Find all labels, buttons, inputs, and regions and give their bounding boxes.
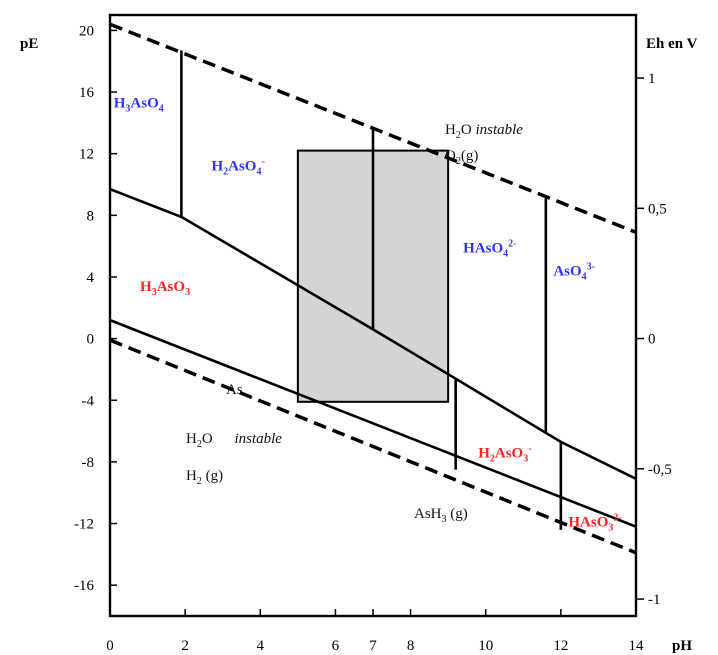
x-tick-label: 12 bbox=[553, 638, 568, 654]
y-tick-label: 0 bbox=[87, 332, 95, 348]
y-tick-label: 4 bbox=[87, 270, 95, 286]
y-tick-label: -12 bbox=[74, 517, 94, 533]
note-h2o-instable-bottom: H2O instable bbox=[186, 431, 282, 450]
note-o2-gas: O2(g) bbox=[445, 148, 478, 167]
x-axis-title: pH bbox=[672, 638, 692, 654]
x-tick-label: 7 bbox=[369, 638, 377, 654]
boundary-line-1 bbox=[109, 187, 637, 481]
x-tick-label: 0 bbox=[106, 638, 114, 654]
boundary-lines-layer bbox=[109, 22, 637, 555]
y-tick-label: -16 bbox=[74, 578, 94, 594]
y2-tick-label: -1 bbox=[648, 592, 661, 608]
x-tick-label: 10 bbox=[478, 638, 493, 654]
species-label-h3aso3: H3AsO3 bbox=[140, 279, 190, 298]
y2-tick-label: 0,5 bbox=[648, 201, 667, 217]
species-label-aso4: AsO43- bbox=[553, 261, 595, 282]
y-tick-label: 20 bbox=[79, 23, 94, 39]
species-label-haso4: HAsO42- bbox=[463, 238, 516, 259]
note-h2o-instable-top: H2O instable bbox=[445, 122, 523, 141]
boundary-line-2 bbox=[109, 318, 637, 528]
species-label-layer: H3AsO4 H2AsO4- HAsO42- AsO43- H3AsO3 H2AsO3- H… bbox=[114, 95, 622, 533]
x-tick-label: 14 bbox=[629, 638, 645, 654]
y-axis-title: pE bbox=[20, 36, 38, 52]
x-tick-label: 4 bbox=[257, 638, 265, 654]
x-tick-label: 6 bbox=[332, 638, 340, 654]
water-limit-line-2 bbox=[109, 338, 637, 555]
y2-tick-label: 0 bbox=[648, 332, 656, 348]
y2-tick-label: -0,5 bbox=[648, 462, 672, 478]
y-tick-label: 16 bbox=[79, 85, 95, 101]
y2-tick-label: 1 bbox=[648, 71, 656, 87]
note-h2-gas: H2 (g) bbox=[186, 468, 223, 487]
species-label-h2aso3: H2AsO3- bbox=[478, 443, 531, 464]
note-ash3-gas: AsH3 (g) bbox=[414, 506, 468, 525]
y-tick-label: 8 bbox=[87, 208, 95, 224]
y-tick-label: -8 bbox=[82, 455, 95, 471]
tick-layer: 0 2 4 6 7 8 10 12 14 20 16 12 8 4 0 -4 -8 -12 -16 1 0,5 0 -0,5… bbox=[74, 23, 672, 654]
x-tick-label: 8 bbox=[407, 638, 415, 654]
species-label-haso3: HAsO32- bbox=[568, 513, 621, 534]
x-tick-label: 2 bbox=[181, 638, 189, 654]
y-tick-label: 12 bbox=[79, 147, 94, 163]
y2-axis-title: Eh en V bbox=[646, 36, 698, 52]
species-label-h3aso4: H3AsO4 bbox=[114, 95, 164, 114]
species-label-h2aso4: H2AsO4- bbox=[211, 157, 264, 178]
note-as-solid: As bbox=[226, 382, 243, 398]
y-tick-label: -4 bbox=[82, 393, 95, 409]
